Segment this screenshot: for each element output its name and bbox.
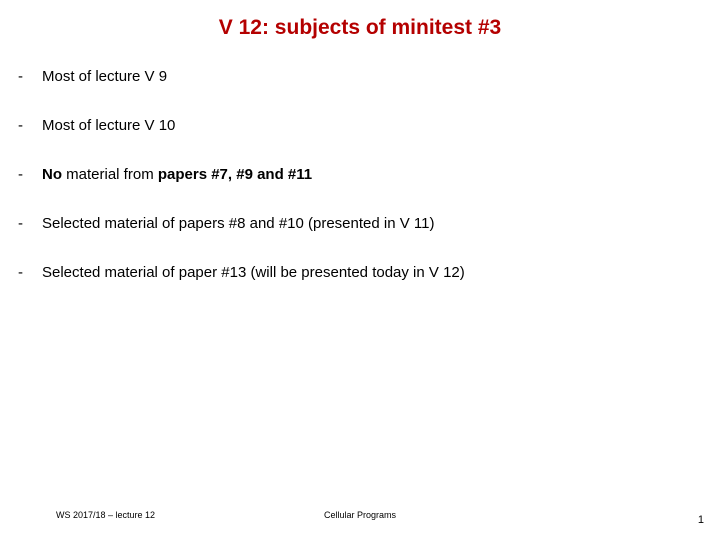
slide-title: V 12: subjects of minitest #3 xyxy=(0,0,720,40)
list-item: - Selected material of papers #8 and #10… xyxy=(18,215,702,232)
footer-center: Cellular Programs xyxy=(324,510,396,520)
list-item-text: No material from papers #7, #9 and #11 xyxy=(42,166,312,183)
list-item-text: Most of lecture V 10 xyxy=(42,117,175,134)
bullet-list: - Most of lecture V 9 - Most of lecture … xyxy=(0,68,720,281)
bullet-dash: - xyxy=(18,117,42,134)
list-item-text: Selected material of paper #13 (will be … xyxy=(42,264,465,281)
list-item: - Most of lecture V 10 xyxy=(18,117,702,134)
page-number: 1 xyxy=(698,514,704,526)
list-item: - No material from papers #7, #9 and #11 xyxy=(18,166,702,183)
slide: V 12: subjects of minitest #3 - Most of … xyxy=(0,0,720,540)
bullet-dash: - xyxy=(18,264,42,281)
list-item-text: Most of lecture V 9 xyxy=(42,68,167,85)
bullet-dash: - xyxy=(18,215,42,232)
list-item-text: Selected material of papers #8 and #10 (… xyxy=(42,215,434,232)
footer-left: WS 2017/18 – lecture 12 xyxy=(56,510,155,520)
list-item: - Selected material of paper #13 (will b… xyxy=(18,264,702,281)
bullet-dash: - xyxy=(18,68,42,85)
list-item: - Most of lecture V 9 xyxy=(18,68,702,85)
bullet-dash: - xyxy=(18,166,42,183)
